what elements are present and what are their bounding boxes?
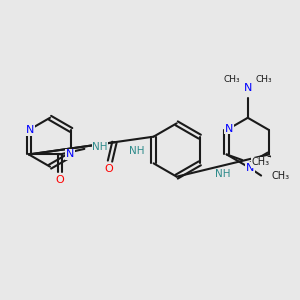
- Text: CH₃: CH₃: [224, 76, 241, 85]
- Text: NH: NH: [92, 142, 108, 152]
- Text: NH: NH: [215, 169, 231, 179]
- Text: N: N: [225, 124, 233, 134]
- Text: N: N: [244, 83, 252, 93]
- Text: N: N: [26, 125, 34, 135]
- Text: CH₃: CH₃: [251, 157, 269, 167]
- Text: NH: NH: [129, 146, 144, 156]
- Text: O: O: [56, 175, 64, 185]
- Text: N: N: [246, 163, 254, 173]
- Text: CH₃: CH₃: [271, 171, 289, 181]
- Text: N: N: [66, 149, 74, 159]
- Text: CH₃: CH₃: [255, 76, 272, 85]
- Text: O: O: [104, 164, 113, 174]
